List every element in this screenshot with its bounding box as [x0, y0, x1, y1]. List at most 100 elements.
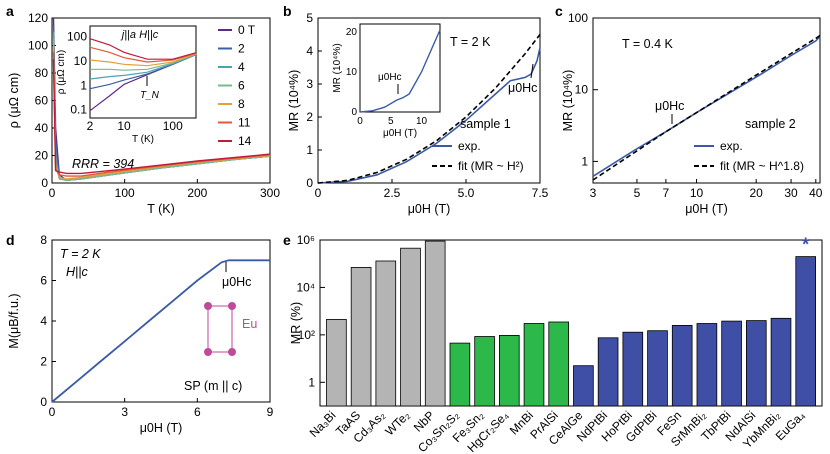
panel-e-bar-Cd3As2	[375, 260, 397, 407]
panel-b-inset-xlabel: μ0H (T)	[383, 128, 417, 139]
panel-b-ytick-label: 0	[306, 176, 313, 190]
panel-e-category-label: WTe₂	[382, 408, 412, 438]
panel-b-hc-arrow	[530, 63, 534, 79]
panel-b-legend-label: fit (MR ~ H²)	[458, 159, 524, 173]
panel-e-bar-MnBi	[523, 323, 545, 407]
panel-e-ytick-label: 10⁴	[296, 280, 315, 294]
panel-d-xlabel: μ0H (T)	[140, 421, 183, 435]
panel-d: 0 3 6 9 0 2 4 6 8 μ0H (T) M(μB/f.u.) T = 2 K H||c μ0H…	[7, 233, 274, 435]
panel-d-xtick-label: 3	[121, 405, 128, 419]
panel-c-legend-label: fit (MR ~ H^1.8)	[720, 159, 804, 173]
panel-b-hc: μ0Hc	[508, 81, 537, 95]
panel-a-ytick-label: 80	[35, 66, 49, 80]
panel-e-bar-NdAlSi	[746, 320, 767, 407]
panel-e-star: *	[802, 235, 809, 255]
panel-b-xtick-label: 2.5	[384, 186, 401, 200]
panel-d-xtick-label: 6	[194, 405, 201, 419]
panel-a-ytick-label: 100	[28, 39, 48, 53]
panel-a-inset-series-4	[89, 53, 197, 67]
panel-c-xtick-label: 30	[784, 186, 798, 200]
panel-a-inset-xtick: 100	[163, 119, 183, 133]
panel-b-ytick-label: 3	[306, 77, 313, 91]
panel-c-series-1	[592, 34, 821, 181]
panel-a-ytick-label: 0	[41, 176, 48, 190]
panel-b-ytick-label: 1	[306, 143, 313, 157]
panel-b-legend-label: exp.	[458, 139, 481, 153]
panel-e-ytick-label: 10⁶	[297, 233, 315, 247]
panel-d-cell	[207, 305, 233, 353]
panel-c-xtick-label: 20	[750, 186, 764, 200]
panel-a-inset-ytick: 0.1	[70, 103, 87, 117]
panel-b-temp: T = 2 K	[450, 35, 491, 49]
panel-a-inset-title: j||a H||c	[120, 29, 159, 41]
panel-e-bar-TaAS	[350, 266, 372, 407]
panel-a-inset-ytick: 100	[67, 30, 87, 44]
panel-a-legend-label: 2	[238, 42, 245, 56]
panel-d-xtick-label: 0	[49, 405, 56, 419]
panel-e-category-label: Na₃Bi	[307, 408, 339, 440]
panel-a-inset-tn: T_N	[140, 90, 160, 101]
panel-e-bar-HoPtBi	[622, 331, 644, 407]
panel-a-inset-series-6	[89, 38, 197, 60]
panel-a-inset-frame	[89, 25, 197, 119]
panel-label-c: c	[555, 3, 563, 19]
panel-d-ytick-label: 8	[40, 233, 47, 247]
panel-d-temp: T = 2 K	[60, 247, 101, 261]
panel-a-ytick-label: 20	[35, 149, 49, 163]
panel-label-d: d	[6, 232, 15, 248]
panel-a-series-6	[52, 59, 271, 175]
panel-c-ytick-label: 10	[575, 83, 589, 97]
panel-b-xtick-label: 0	[315, 186, 322, 200]
panel-c-series-0	[592, 36, 821, 177]
panel-a-legend-label: 14	[238, 134, 252, 148]
panel-a-ytick-label: 40	[35, 121, 49, 135]
panel-b-ytick-label: 5	[306, 11, 313, 25]
panel-a-inset-xlabel: T (K)	[132, 134, 154, 145]
panel-e-ytick-label: 10²	[298, 328, 315, 342]
panel-a-xtick-label: 200	[187, 186, 207, 200]
panel-b-inset-ylabel: MR (10⁴%)	[332, 43, 343, 92]
panel-b-xtick-label: 5.0	[458, 186, 475, 200]
panel-a-legend-label: 0 T	[238, 23, 256, 37]
panel-d-ytick-label: 0	[40, 395, 47, 409]
panel-e-bar-NdPtBi	[597, 337, 619, 407]
panel-d-ytick-label: 6	[40, 274, 47, 288]
panel-e-bar-HgCr2Se4	[498, 334, 520, 407]
panel-c-xtick-label: 7	[663, 186, 670, 200]
panel-e-bar-NbP	[424, 240, 446, 407]
panel-a-ytick-label: 60	[35, 94, 49, 108]
panel-a-rrr: RRR = 394	[72, 157, 134, 171]
panel-a-inset-series-5	[89, 46, 197, 63]
panel-e-frame	[319, 239, 823, 407]
panel-d-eu-atom	[204, 348, 212, 356]
panel-c-ylabel: MR (10⁴%)	[561, 70, 575, 132]
panel-a-legend-label: 11	[238, 116, 251, 130]
panel-b-inset-ytick: 20	[346, 27, 358, 38]
panel-a-inset-ylabel: ρ (μΩ cm)	[56, 50, 67, 94]
panel-b-inset-ytick: 0	[351, 107, 357, 118]
panel-c-xtick-label: 3	[590, 186, 597, 200]
panel-e-bar-GdPtBi	[647, 330, 668, 407]
panel-d-eu-atom	[228, 302, 236, 310]
panel-d-eu-atom	[204, 302, 212, 310]
panel-a-xlabel: T (K)	[147, 202, 175, 216]
panel-b-sample: sample 1	[460, 117, 511, 131]
panel-e-bar-WTe2	[400, 247, 421, 407]
panel-c-xlabel: μ0H (T)	[685, 202, 728, 216]
panel-d-hc: μ0Hc	[222, 275, 251, 289]
panel-e-ylabel: MR (%)	[289, 302, 303, 344]
panel-b-xtick-label: 7.5	[532, 186, 549, 200]
panel-c-xtick-label: 40	[809, 186, 823, 200]
panel-d-ytick-label: 4	[40, 314, 47, 328]
panel-a-xtick-label: 0	[49, 186, 56, 200]
panel-c-xtick-label: 10	[690, 186, 704, 200]
panel-e-bar-Fe3Sn2	[474, 336, 495, 407]
panel-c-ytick-label: 100	[568, 11, 588, 25]
panel-b-inset-xtick: 5	[388, 116, 394, 127]
panel-label-a: a	[6, 3, 14, 19]
panel-e-bar-PrAlSi	[548, 321, 569, 407]
panel-d-field: H||c	[66, 265, 89, 279]
